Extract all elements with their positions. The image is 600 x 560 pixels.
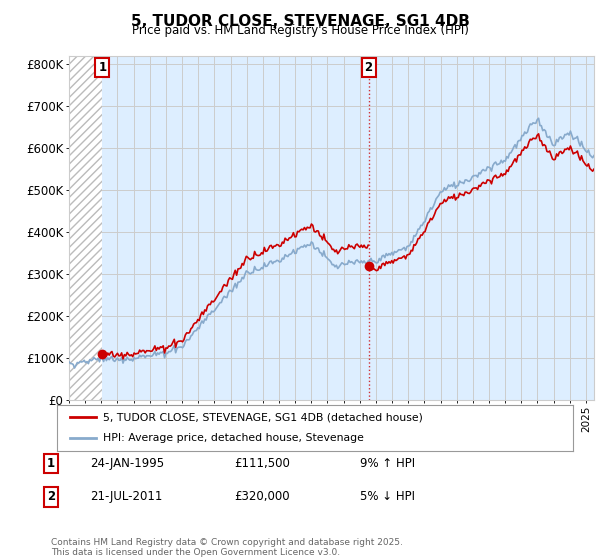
Text: Price paid vs. HM Land Registry's House Price Index (HPI): Price paid vs. HM Land Registry's House … bbox=[131, 24, 469, 37]
Text: 2: 2 bbox=[47, 490, 55, 503]
Text: 9% ↑ HPI: 9% ↑ HPI bbox=[360, 457, 415, 470]
Text: 2: 2 bbox=[365, 61, 373, 74]
Text: Contains HM Land Registry data © Crown copyright and database right 2025.
This d: Contains HM Land Registry data © Crown c… bbox=[51, 538, 403, 557]
Text: 24-JAN-1995: 24-JAN-1995 bbox=[90, 457, 164, 470]
Text: 5, TUDOR CLOSE, STEVENAGE, SG1 4DB: 5, TUDOR CLOSE, STEVENAGE, SG1 4DB bbox=[131, 14, 469, 29]
Text: 1: 1 bbox=[98, 61, 107, 74]
Text: 5, TUDOR CLOSE, STEVENAGE, SG1 4DB (detached house): 5, TUDOR CLOSE, STEVENAGE, SG1 4DB (deta… bbox=[103, 412, 424, 422]
Text: £111,500: £111,500 bbox=[234, 457, 290, 470]
Text: 1: 1 bbox=[47, 457, 55, 470]
Text: 21-JUL-2011: 21-JUL-2011 bbox=[90, 490, 163, 503]
Text: 5% ↓ HPI: 5% ↓ HPI bbox=[360, 490, 415, 503]
Text: HPI: Average price, detached house, Stevenage: HPI: Average price, detached house, Stev… bbox=[103, 433, 364, 444]
Text: £320,000: £320,000 bbox=[234, 490, 290, 503]
